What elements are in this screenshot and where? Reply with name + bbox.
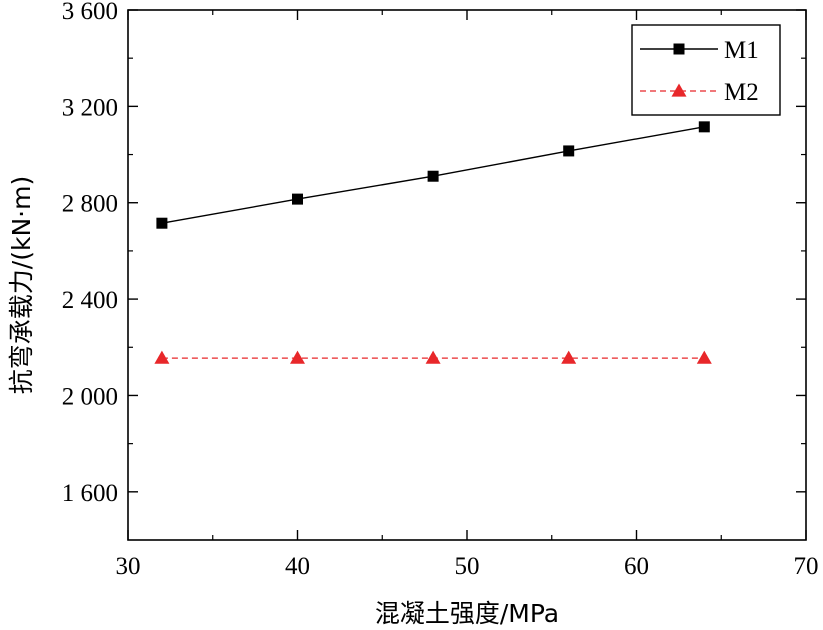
data-point xyxy=(696,350,712,364)
data-point xyxy=(561,350,577,364)
y-tick-label: 3 600 xyxy=(62,0,118,25)
legend: M1 M2 xyxy=(631,24,781,116)
data-point xyxy=(425,350,441,364)
x-tick-label: 50 xyxy=(455,553,480,580)
data-point xyxy=(563,145,575,157)
data-point xyxy=(427,170,439,182)
y-axis-title: 抗弯承载力/(kN·m) xyxy=(7,176,36,394)
legend-label: M2 xyxy=(724,79,759,106)
ticks-layer: 30 40 50 60 70 1 600 2 000 2 400 2 800 3 200 3 600 xyxy=(62,0,819,580)
data-point xyxy=(290,350,305,364)
data-point xyxy=(698,121,710,133)
legend-marker xyxy=(673,43,685,55)
series-M2 xyxy=(154,350,712,364)
x-tick-label: 60 xyxy=(624,553,649,580)
x-axis-title: 混凝土强度/MPa xyxy=(375,599,559,628)
x-tick-label: 70 xyxy=(794,553,819,580)
data-point xyxy=(292,193,303,205)
series-M1 xyxy=(156,121,710,229)
y-tick-label: 2 400 xyxy=(62,287,118,314)
legend-box xyxy=(631,24,781,116)
data-point xyxy=(156,217,168,229)
y-tick-label: 1 600 xyxy=(62,480,118,507)
y-tick-label: 2 800 xyxy=(62,191,118,218)
plot-frame xyxy=(127,9,807,541)
data-point xyxy=(154,350,170,364)
legend-label: M1 xyxy=(724,37,759,64)
y-tick-label: 3 200 xyxy=(62,94,118,121)
legend-marker xyxy=(671,83,687,97)
x-tick-label: 40 xyxy=(285,553,310,580)
x-tick-label: 30 xyxy=(116,553,141,580)
series-layer xyxy=(154,121,712,364)
y-tick-label: 2 000 xyxy=(62,383,118,410)
